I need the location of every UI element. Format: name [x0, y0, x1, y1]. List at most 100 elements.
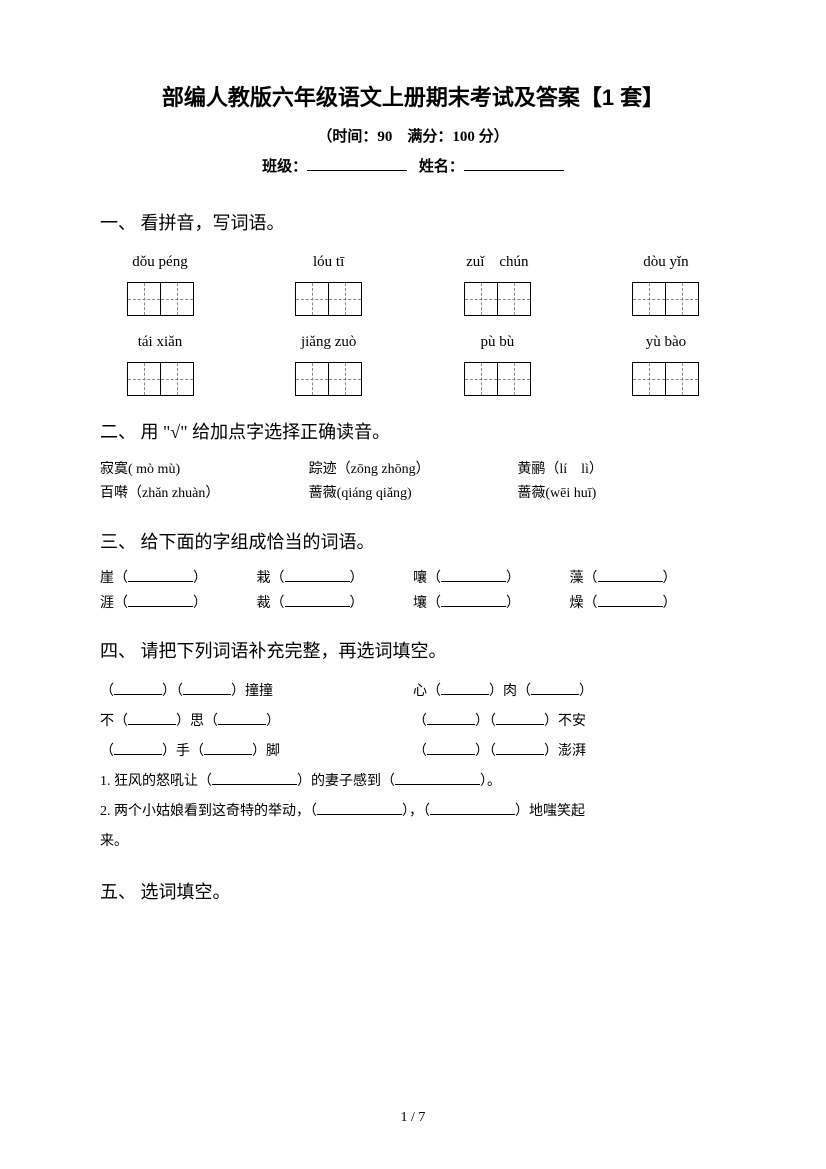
blank[interactable]: [317, 801, 402, 815]
q3-char: 藻（: [570, 571, 598, 586]
blank[interactable]: [285, 568, 350, 582]
blank[interactable]: [128, 568, 193, 582]
q4-sentence2: 2. 两个小姑娘看到这奇特的举动，（ ），（ ）地嗤笑起: [100, 798, 726, 826]
blank[interactable]: [114, 741, 162, 755]
char-box[interactable]: [295, 282, 329, 316]
q2-item: 寂寞( mò mù): [100, 459, 309, 481]
blank[interactable]: [114, 681, 162, 695]
q3-char: 裁（: [257, 596, 285, 611]
char-box[interactable]: [328, 282, 362, 316]
char-box[interactable]: [665, 282, 699, 316]
class-label: 班级：: [262, 159, 307, 175]
blank[interactable]: [128, 593, 193, 607]
q4-text: ）肉（: [489, 684, 531, 699]
q4-text: ）脚: [252, 744, 280, 759]
blank[interactable]: [285, 593, 350, 607]
name-blank[interactable]: [464, 156, 564, 171]
q4-text: ）（: [475, 714, 496, 729]
blank[interactable]: [427, 741, 475, 755]
q4-sentence1: 1. 狂风的怒吼让（）的妻子感到（）。: [100, 768, 726, 796]
pinyin-labels-row2: tái xiǎn jiǎng zuò pù bù yù bào: [100, 330, 726, 358]
q2-item: 踪迹（zōng zhōng）: [309, 459, 518, 481]
q4-text: （: [413, 714, 427, 729]
blank[interactable]: [531, 681, 579, 695]
pinyin-7: pù bù: [437, 330, 557, 354]
q3-char: 燥（: [570, 596, 598, 611]
q2-item: 蔷薇(wēi huī): [517, 483, 726, 505]
blank[interactable]: [441, 593, 506, 607]
pinyin-5: tái xiǎn: [100, 330, 220, 354]
char-box[interactable]: [497, 282, 531, 316]
q4-text: 不（: [100, 714, 128, 729]
q4-text: ）地嗤笑起: [515, 804, 585, 819]
section3-title: 三、 给下面的字组成恰当的词语。: [100, 528, 726, 557]
pinyin-labels-row1: dǒu péng lóu tī zuǐ chún dòu yǐn: [100, 250, 726, 278]
blank[interactable]: [183, 681, 231, 695]
char-box[interactable]: [295, 362, 329, 396]
char-box[interactable]: [632, 362, 666, 396]
char-box[interactable]: [328, 362, 362, 396]
section2-title: 二、 用 "√" 给加点字选择正确读音。: [100, 418, 726, 447]
q4-text: 2. 两个小姑娘看到这奇特的举动，（: [100, 804, 317, 819]
q4-text: ）不安: [544, 714, 586, 729]
q2-item: 百啭（zhǎn zhuàn）: [100, 483, 309, 505]
class-blank[interactable]: [307, 156, 407, 171]
char-box[interactable]: [497, 362, 531, 396]
blank[interactable]: [496, 711, 544, 725]
blank[interactable]: [441, 568, 506, 582]
q3-char: 壤（: [413, 596, 441, 611]
name-label: 姓名：: [419, 159, 464, 175]
char-box[interactable]: [160, 362, 194, 396]
char-box[interactable]: [464, 282, 498, 316]
pinyin-2: lóu tī: [269, 250, 389, 274]
pinyin-6: jiǎng zuò: [269, 330, 389, 354]
pinyin-3: zuǐ chún: [437, 250, 557, 274]
q2-item: 蔷薇(qiáng qiǎng): [309, 483, 518, 505]
pinyin-4: dòu yǐn: [606, 250, 726, 274]
pinyin-1: dǒu péng: [100, 250, 220, 274]
blank[interactable]: [496, 741, 544, 755]
blank[interactable]: [598, 593, 663, 607]
blank[interactable]: [204, 741, 252, 755]
char-box[interactable]: [632, 282, 666, 316]
blank[interactable]: [212, 771, 297, 785]
pinyin-8: yù bào: [606, 330, 726, 354]
charbox-row2: [100, 362, 726, 396]
q4-text: ）（: [162, 684, 183, 699]
q4-sentence2b: 来。: [100, 828, 726, 856]
blank[interactable]: [441, 681, 489, 695]
blank[interactable]: [427, 711, 475, 725]
q4-text: ）: [579, 684, 593, 699]
q4-text: ）撞撞: [231, 684, 273, 699]
char-box[interactable]: [127, 282, 161, 316]
q4-text: ）的妻子感到（: [297, 774, 395, 789]
q3-char: 嚷（: [413, 571, 441, 586]
blank[interactable]: [218, 711, 266, 725]
q3-row2: 涯（） 裁（） 壤（） 燥（）: [100, 593, 726, 615]
char-box[interactable]: [665, 362, 699, 396]
char-box[interactable]: [464, 362, 498, 396]
q4-text: ）: [266, 714, 280, 729]
student-info-row: 班级： 姓名：: [100, 155, 726, 179]
q4-text: ）手（: [162, 744, 204, 759]
q4-text: （: [413, 744, 427, 759]
q4-text: ）（: [475, 744, 496, 759]
charbox-row1: [100, 282, 726, 316]
char-box[interactable]: [127, 362, 161, 396]
exam-subtitle: （时间：90 满分：100 分）: [100, 125, 726, 149]
q4-text: （: [100, 744, 114, 759]
q3-char: 崖（: [100, 571, 128, 586]
section4-title: 四、 请把下列词语补充完整，再选词填空。: [100, 637, 726, 666]
q4-text: 心（: [413, 684, 441, 699]
section5-title: 五、 选词填空。: [100, 878, 726, 907]
q4-text: 来。: [100, 834, 128, 849]
q4-row: 不（ ）思（ ） （ ）（ ）不安: [100, 708, 726, 736]
q4-text: ）思（: [176, 714, 218, 729]
blank[interactable]: [598, 568, 663, 582]
blank[interactable]: [430, 801, 515, 815]
char-box[interactable]: [160, 282, 194, 316]
blank[interactable]: [128, 711, 176, 725]
q4-text: ），（: [402, 804, 430, 819]
q4-text: ）。: [480, 774, 501, 789]
blank[interactable]: [395, 771, 480, 785]
